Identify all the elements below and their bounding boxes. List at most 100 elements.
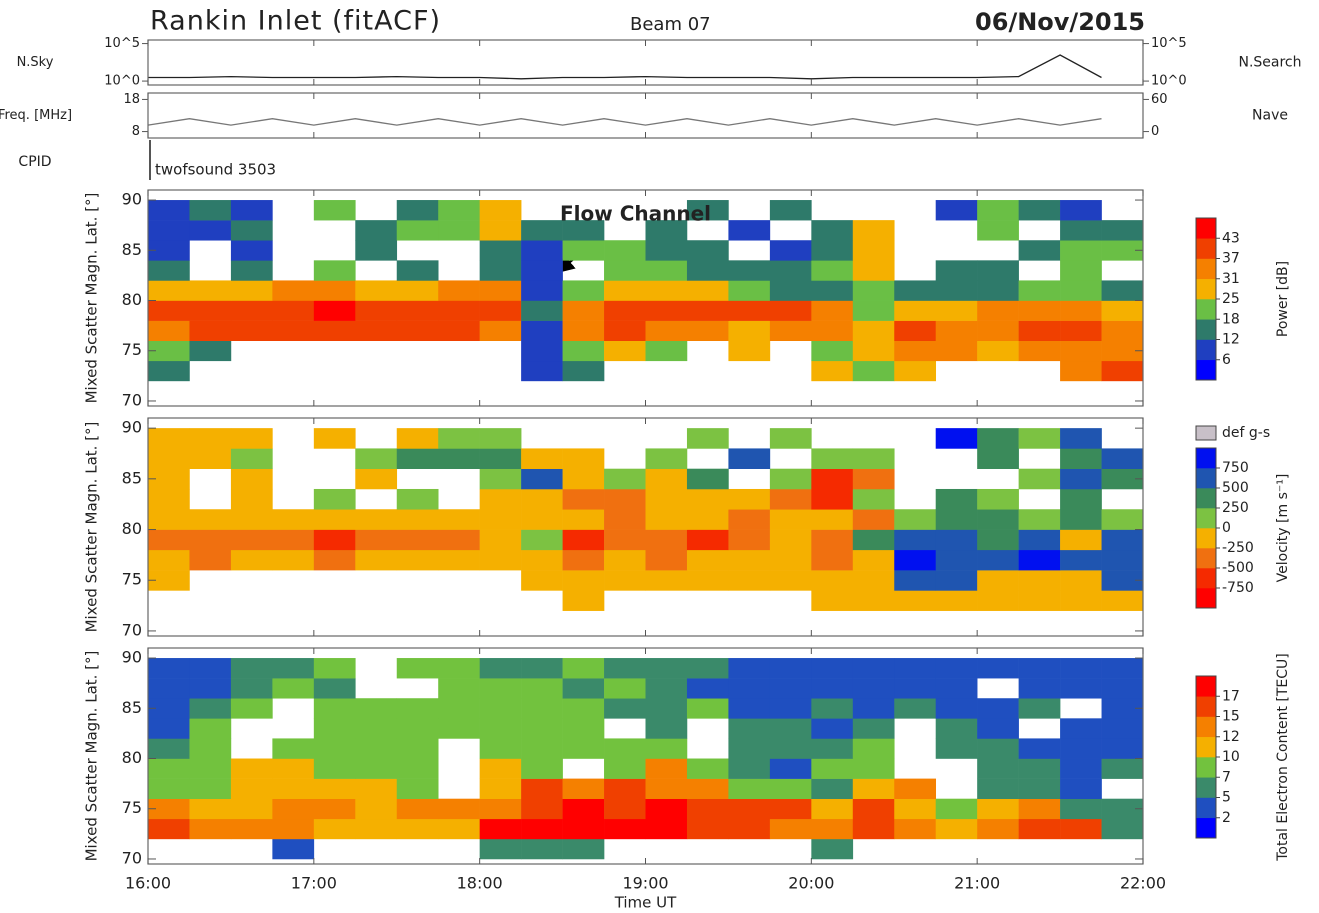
heat-cell	[935, 488, 978, 510]
heat-cell	[728, 570, 771, 591]
heat-cell	[148, 488, 190, 510]
colorbar-tick-label: -750	[1222, 580, 1254, 596]
heat-cell	[396, 778, 439, 799]
heat-cell	[811, 300, 854, 321]
colorbar-band	[1196, 278, 1216, 300]
heat-cell	[686, 818, 729, 840]
heat-cell	[686, 658, 729, 679]
heat-cell	[852, 448, 895, 469]
heat-cell	[604, 240, 646, 261]
heat-cell	[562, 798, 605, 820]
heat-cell	[396, 718, 439, 739]
heat-cell	[645, 570, 688, 591]
heat-cell	[977, 260, 1019, 281]
heat-cell	[562, 738, 605, 759]
heat-cell	[1060, 340, 1102, 362]
colorbar-tick-label: 7	[1222, 769, 1231, 785]
heat-cell	[894, 549, 937, 571]
heat-cell	[479, 678, 522, 699]
heat-cell	[769, 509, 812, 530]
heat-cell	[230, 758, 273, 779]
heat-cell	[479, 240, 522, 261]
y-axis-label: Freq. [MHz]	[0, 108, 72, 123]
heat-cell	[189, 340, 232, 362]
heat-cell	[562, 698, 605, 719]
y-tick-label: 8	[132, 124, 140, 139]
heat-cell	[811, 798, 854, 820]
heat-cell	[1101, 240, 1144, 261]
heat-cell	[977, 320, 1019, 341]
heat-cell	[355, 758, 398, 779]
heat-cell	[1101, 658, 1144, 679]
heat-cell	[686, 320, 729, 341]
heat-cell	[313, 798, 356, 820]
y-axis-label: N.Sky	[17, 55, 54, 70]
heat-cell	[355, 468, 398, 490]
heat-cell	[438, 698, 480, 719]
heat-cell	[479, 488, 522, 510]
heat-cell	[728, 818, 771, 840]
heat-cell	[189, 428, 232, 449]
heat-cell	[894, 340, 937, 362]
heat-cell	[1018, 529, 1061, 551]
heat-cell	[935, 280, 978, 301]
colorbar-band	[1196, 528, 1216, 549]
heat-cell	[1101, 468, 1144, 490]
heat-cell	[438, 280, 480, 301]
heat-cell	[438, 529, 480, 551]
heat-cell	[769, 529, 812, 551]
y-axis-label: Mixed Scatter Magn. Lat. [°]	[83, 651, 101, 862]
heat-cell	[148, 468, 190, 490]
heat-cell	[313, 658, 356, 679]
heat-cell	[769, 240, 812, 261]
x-tick-label: 17:00	[291, 874, 337, 893]
heat-cell	[189, 758, 232, 779]
heat-cell	[148, 798, 190, 820]
heat-cell	[1060, 529, 1102, 551]
heat-cell	[396, 509, 439, 530]
heat-cell	[272, 280, 315, 301]
heat-cell	[1018, 818, 1061, 840]
heat-cell	[852, 509, 895, 530]
heat-cell	[521, 360, 563, 382]
heat-cell	[604, 280, 646, 301]
heat-cell	[148, 549, 190, 571]
heat-cell	[521, 570, 563, 591]
heat-cell	[313, 320, 356, 341]
heat-cell	[479, 658, 522, 679]
heat-cell	[811, 448, 854, 469]
heat-cell	[811, 698, 854, 719]
heat-cell	[728, 488, 771, 510]
colorbar-tick-label: 18	[1222, 311, 1240, 327]
heat-cell	[645, 300, 688, 321]
heat-cell	[811, 678, 854, 699]
heat-cell	[811, 658, 854, 679]
heat-cell	[645, 340, 688, 362]
heat-cell	[438, 509, 480, 530]
heat-cell	[355, 549, 398, 571]
heat-cell	[811, 320, 854, 341]
y-tick-label: 70	[122, 848, 142, 867]
colorbar-tick-label: -250	[1222, 540, 1254, 556]
heat-cell	[894, 360, 937, 382]
heat-cell	[1101, 758, 1144, 779]
heat-cell	[562, 280, 605, 301]
heat-cell	[852, 320, 895, 341]
heat-cell	[728, 220, 771, 241]
heat-cell	[852, 738, 895, 759]
heat-cell	[769, 300, 812, 321]
heat-cell	[977, 300, 1019, 321]
heat-cell	[935, 698, 978, 719]
colorbar-band	[1196, 299, 1216, 320]
heat-cell	[562, 678, 605, 699]
heat-cell	[977, 590, 1019, 611]
heat-cell	[272, 509, 315, 530]
y2-axis-label: N.Search	[1238, 55, 1301, 71]
heat-cell	[769, 570, 812, 591]
heat-cell	[148, 300, 190, 321]
heat-cell	[479, 778, 522, 799]
heat-cell	[811, 360, 854, 382]
heat-cell	[479, 549, 522, 571]
heat-cell	[769, 818, 812, 840]
